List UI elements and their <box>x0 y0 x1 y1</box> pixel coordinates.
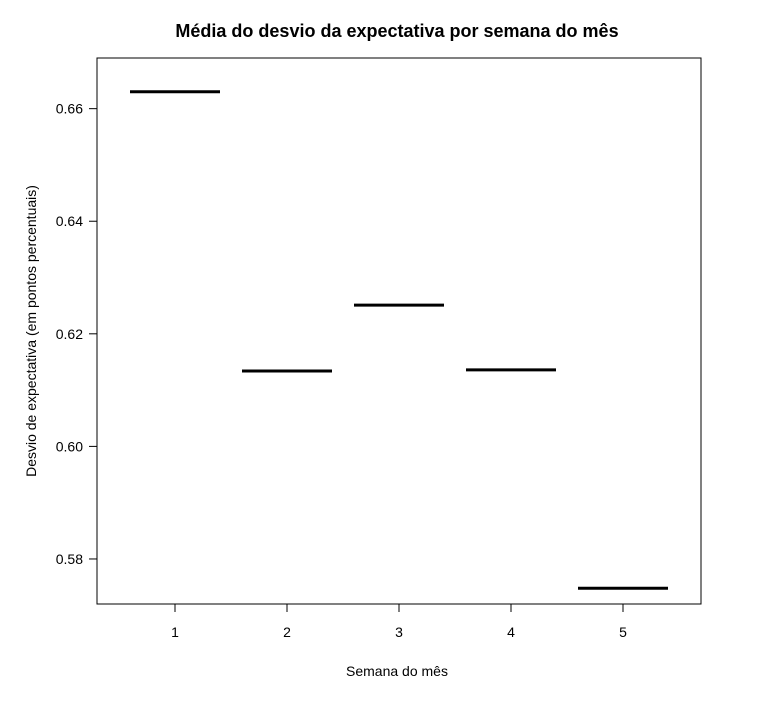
x-tick-label: 2 <box>283 624 291 640</box>
y-tick-label: 0.66 <box>56 101 83 117</box>
x-tick-label: 1 <box>171 624 179 640</box>
x-tick-label: 5 <box>619 624 627 640</box>
y-axis-label: Desvio de expectativa (em pontos percent… <box>23 185 39 477</box>
plot-frame <box>96 57 702 605</box>
y-tick-label: 0.60 <box>56 438 83 454</box>
chart-title: Média do desvio da expectativa por seman… <box>175 21 618 41</box>
y-tick-label: 0.58 <box>56 551 83 567</box>
x-tick-label: 3 <box>395 624 403 640</box>
x-axis: 1 2 3 4 5 <box>171 604 627 640</box>
y-axis: 0.58 0.60 0.62 0.64 0.66 <box>56 101 97 567</box>
data-series <box>130 90 668 590</box>
x-axis-label: Semana do mês <box>346 663 448 679</box>
x-tick-label: 4 <box>507 624 515 640</box>
y-tick-label: 0.62 <box>56 326 83 342</box>
y-tick-label: 0.64 <box>56 213 83 229</box>
